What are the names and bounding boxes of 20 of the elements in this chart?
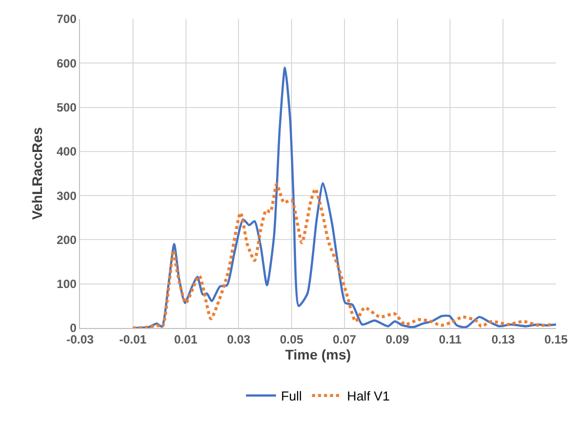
y-tick-label: 200 (56, 232, 77, 247)
x-tick-label: 0.09 (386, 332, 410, 346)
x-tick-label: 0.13 (491, 332, 516, 346)
y-tick-label: 400 (56, 144, 77, 159)
x-tick-label: 0.01 (174, 332, 198, 346)
y-tick-label: 600 (56, 56, 77, 70)
x-tick-label: 0.07 (332, 332, 356, 346)
y-tick-label: 100 (56, 277, 77, 292)
x-axis-title: Time (ms) (285, 346, 351, 363)
x-tick-label: -0.01 (119, 332, 147, 346)
x-tick-label: 0.03 (226, 332, 251, 346)
x-tick-label: 0.15 (544, 332, 568, 346)
legend-label: Half V1 (347, 388, 390, 404)
y-tick-label: 700 (56, 12, 77, 26)
legend-label: Full (281, 388, 302, 404)
y-tick-label: 500 (56, 100, 77, 114)
x-tick-label: 0.05 (280, 332, 304, 346)
y-axis-title: VehLRaccRes (29, 126, 45, 220)
x-tick-label: 0.11 (438, 332, 462, 346)
y-tick-label: 300 (56, 188, 77, 203)
